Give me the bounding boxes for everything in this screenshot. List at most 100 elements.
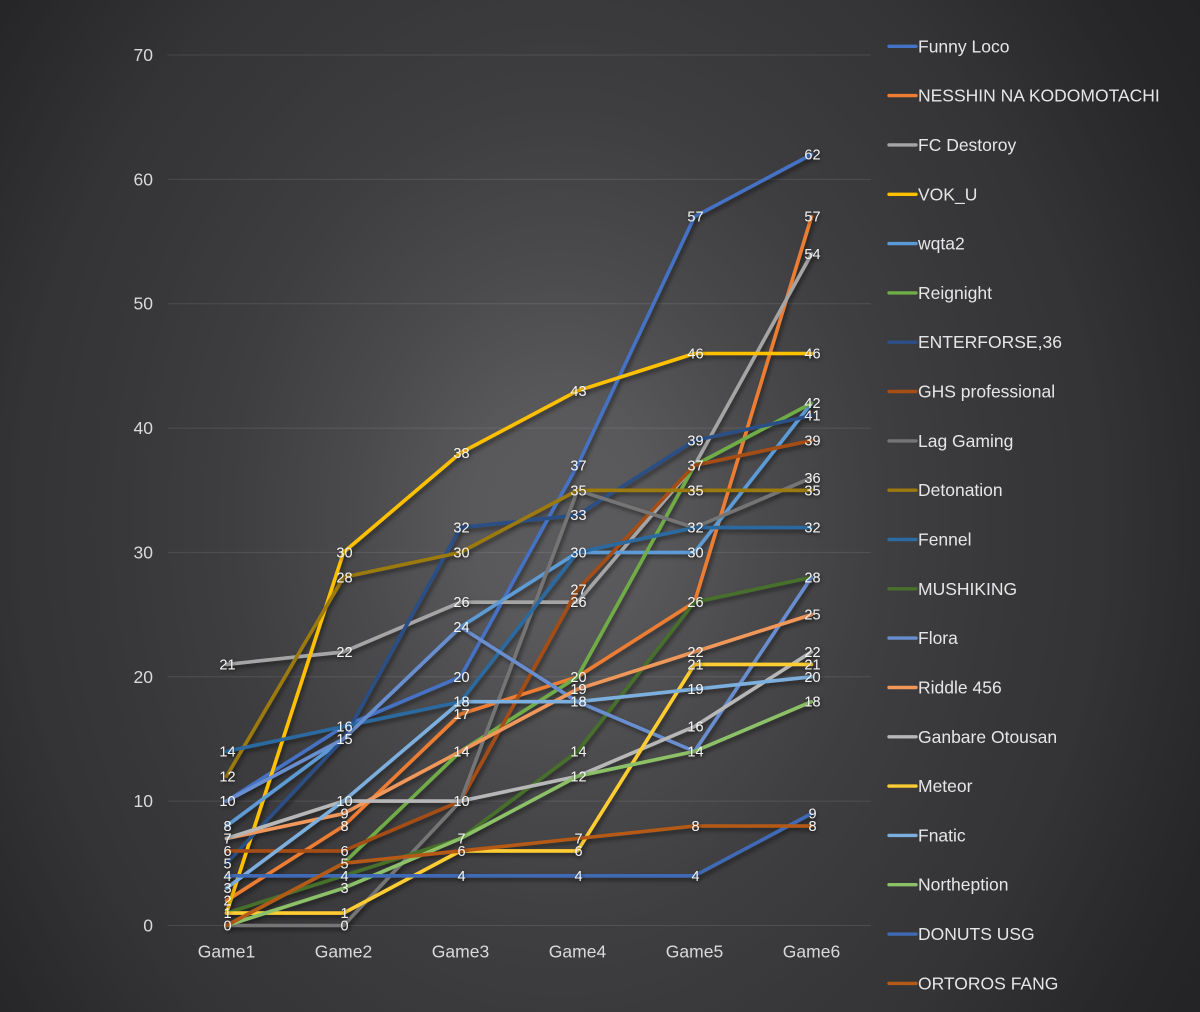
- svg-text:10: 10: [336, 794, 352, 810]
- svg-text:Flora: Flora: [918, 628, 958, 648]
- svg-text:54: 54: [804, 247, 820, 263]
- svg-text:30: 30: [134, 542, 154, 562]
- svg-text:6: 6: [223, 844, 231, 860]
- svg-text:14: 14: [687, 744, 703, 760]
- svg-text:ENTERFORSE,36: ENTERFORSE,36: [918, 332, 1062, 352]
- svg-text:MUSHIKING: MUSHIKING: [918, 579, 1017, 599]
- svg-text:4: 4: [691, 869, 699, 885]
- svg-text:28: 28: [804, 570, 820, 586]
- svg-text:1: 1: [340, 906, 348, 922]
- svg-text:43: 43: [570, 384, 586, 400]
- svg-text:2: 2: [223, 894, 231, 910]
- svg-text:Game3: Game3: [432, 942, 489, 962]
- svg-text:17: 17: [453, 707, 469, 723]
- svg-text:4: 4: [574, 869, 582, 885]
- svg-text:21: 21: [804, 657, 820, 673]
- svg-text:6: 6: [574, 844, 582, 860]
- svg-text:14: 14: [453, 744, 469, 760]
- svg-text:Game2: Game2: [315, 942, 372, 962]
- svg-text:6: 6: [457, 844, 465, 860]
- svg-text:25: 25: [804, 608, 820, 624]
- svg-text:20: 20: [804, 670, 820, 686]
- svg-text:21: 21: [219, 657, 235, 673]
- svg-text:18: 18: [453, 695, 469, 711]
- svg-text:19: 19: [687, 682, 703, 698]
- svg-text:36: 36: [804, 471, 820, 487]
- svg-text:0: 0: [223, 919, 231, 935]
- svg-text:37: 37: [687, 458, 703, 474]
- svg-text:0: 0: [340, 919, 348, 935]
- svg-text:Detonation: Detonation: [918, 480, 1003, 500]
- svg-text:16: 16: [687, 720, 703, 736]
- svg-text:70: 70: [134, 45, 154, 65]
- svg-text:wqta2: wqta2: [917, 234, 965, 254]
- svg-text:Funny Loco: Funny Loco: [918, 36, 1009, 56]
- svg-text:62: 62: [804, 148, 820, 164]
- svg-text:26: 26: [453, 595, 469, 611]
- svg-text:Game5: Game5: [666, 942, 723, 962]
- svg-text:38: 38: [453, 446, 469, 462]
- svg-text:60: 60: [134, 169, 154, 189]
- svg-text:32: 32: [687, 521, 703, 537]
- svg-text:9: 9: [808, 807, 816, 823]
- svg-text:5: 5: [223, 856, 231, 872]
- svg-text:6: 6: [340, 844, 348, 860]
- svg-text:4: 4: [223, 869, 231, 885]
- svg-text:35: 35: [804, 483, 820, 499]
- svg-text:4: 4: [457, 869, 465, 885]
- svg-text:GHS professional: GHS professional: [918, 382, 1055, 402]
- svg-text:7: 7: [574, 832, 582, 848]
- svg-text:10: 10: [134, 791, 154, 811]
- svg-text:Fnatic: Fnatic: [918, 825, 966, 845]
- svg-text:26: 26: [570, 595, 586, 611]
- svg-text:Reignight: Reignight: [918, 283, 992, 303]
- svg-text:12: 12: [219, 769, 235, 785]
- svg-text:ORTOROS FANG: ORTOROS FANG: [918, 973, 1058, 993]
- svg-text:19: 19: [570, 682, 586, 698]
- svg-text:Meteor: Meteor: [918, 776, 973, 796]
- svg-text:20: 20: [570, 670, 586, 686]
- svg-text:DONUTS USG: DONUTS USG: [918, 924, 1035, 944]
- svg-text:7: 7: [223, 832, 231, 848]
- svg-text:24: 24: [453, 620, 469, 636]
- svg-text:30: 30: [336, 545, 352, 561]
- svg-text:Lag Gaming: Lag Gaming: [918, 431, 1013, 451]
- svg-text:46: 46: [804, 347, 820, 363]
- svg-text:5: 5: [340, 856, 348, 872]
- svg-text:22: 22: [687, 645, 703, 661]
- svg-text:10: 10: [219, 794, 235, 810]
- svg-text:15: 15: [336, 732, 352, 748]
- svg-text:4: 4: [340, 869, 348, 885]
- svg-text:Fennel: Fennel: [918, 530, 972, 550]
- svg-text:NESSHIN NA KODOMOTACHI: NESSHIN NA KODOMOTACHI: [918, 86, 1160, 106]
- svg-text:32: 32: [804, 521, 820, 537]
- svg-text:20: 20: [453, 670, 469, 686]
- svg-text:Northeption: Northeption: [918, 875, 1008, 895]
- svg-text:30: 30: [453, 545, 469, 561]
- svg-text:37: 37: [570, 458, 586, 474]
- svg-text:12: 12: [570, 769, 586, 785]
- svg-text:16: 16: [336, 720, 352, 736]
- svg-text:FC Destoroy: FC Destoroy: [918, 135, 1016, 155]
- svg-text:8: 8: [340, 819, 348, 835]
- svg-text:Game1: Game1: [198, 942, 255, 962]
- svg-text:42: 42: [804, 396, 820, 412]
- svg-text:3: 3: [223, 881, 231, 897]
- svg-text:22: 22: [804, 645, 820, 661]
- svg-text:Game4: Game4: [549, 942, 607, 962]
- svg-text:26: 26: [687, 595, 703, 611]
- svg-text:35: 35: [687, 483, 703, 499]
- svg-text:30: 30: [687, 545, 703, 561]
- svg-text:40: 40: [134, 418, 154, 438]
- svg-text:46: 46: [687, 347, 703, 363]
- svg-text:22: 22: [336, 645, 352, 661]
- svg-text:7: 7: [457, 832, 465, 848]
- svg-text:1: 1: [223, 906, 231, 922]
- svg-text:18: 18: [804, 695, 820, 711]
- svg-text:14: 14: [219, 744, 235, 760]
- svg-text:39: 39: [687, 434, 703, 450]
- svg-text:9: 9: [340, 807, 348, 823]
- svg-text:21: 21: [687, 657, 703, 673]
- svg-text:57: 57: [687, 210, 703, 226]
- svg-text:27: 27: [570, 583, 586, 599]
